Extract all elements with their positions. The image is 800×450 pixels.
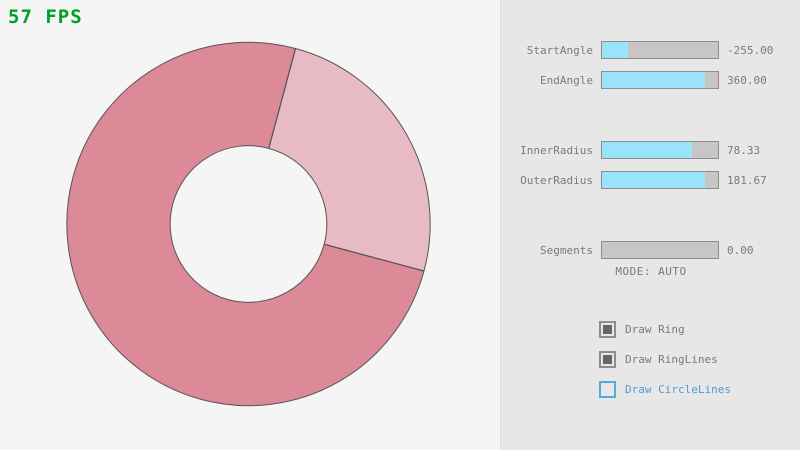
slider-endangle[interactable] (601, 71, 719, 89)
slider-label-outerradius: OuterRadius (520, 173, 593, 187)
checkbox-draw-circlelines[interactable] (599, 380, 616, 398)
slider-value-startangle: -255.00 (727, 43, 774, 57)
fps-counter: 57 FPS (8, 6, 83, 28)
slider-value-innerradius: 78.33 (727, 143, 761, 157)
slider-value-outerradius: 181.67 (727, 173, 767, 187)
slider-row-endangle: EndAngle 360.00 (501, 70, 800, 90)
slider-fill-endangle (602, 72, 706, 88)
slider-fill-startangle (602, 42, 628, 58)
donut-slice-1 (66, 41, 425, 407)
slider-segments[interactable] (601, 241, 719, 259)
checkbox-row-draw-ringlines[interactable]: Draw RingLines (599, 350, 718, 368)
donut-slice-2 (268, 47, 431, 272)
slider-label-endangle: EndAngle (540, 73, 593, 87)
slider-value-endangle: 360.00 (727, 73, 767, 87)
donut-ring-line-2 (268, 48, 297, 149)
slider-label-innerradius: InnerRadius (520, 143, 593, 157)
slider-row-segments: Segments 0.00 (501, 240, 800, 260)
checkbox-row-draw-circlelines[interactable]: Draw CircleLines (599, 380, 731, 398)
checkbox-draw-ring[interactable] (599, 320, 616, 338)
slider-row-innerradius: InnerRadius 78.33 (501, 140, 800, 160)
slider-label-startangle: StartAngle (526, 43, 593, 57)
mode-label: MODE: AUTO (615, 265, 687, 278)
checkbox-label-draw-ring: Draw Ring (625, 322, 685, 336)
render-canvas[interactable]: 57 FPS (0, 0, 500, 450)
slider-row-outerradius: OuterRadius 181.67 (501, 170, 800, 190)
checkbox-draw-ringlines[interactable] (599, 350, 616, 368)
slider-fill-outerradius (602, 172, 706, 188)
checkbox-label-draw-circlelines: Draw CircleLines (625, 382, 731, 396)
slider-label-segments: Segments (540, 243, 593, 257)
slider-value-segments: 0.00 (727, 243, 754, 257)
slider-innerradius[interactable] (601, 141, 719, 159)
slider-fill-innerradius (602, 142, 693, 158)
slider-row-startangle: StartAngle -255.00 (501, 40, 800, 60)
control-panel: StartAngle -255.00 EndAngle 360.00 InnerRadi… (500, 0, 800, 450)
donut-ring-line-3 (324, 243, 425, 272)
slider-startangle[interactable] (601, 41, 719, 59)
checkbox-row-draw-ring[interactable]: Draw Ring (599, 320, 685, 338)
checkbox-label-draw-ringlines: Draw RingLines (625, 352, 718, 366)
slider-outerradius[interactable] (601, 171, 719, 189)
donut-chart (66, 41, 431, 407)
